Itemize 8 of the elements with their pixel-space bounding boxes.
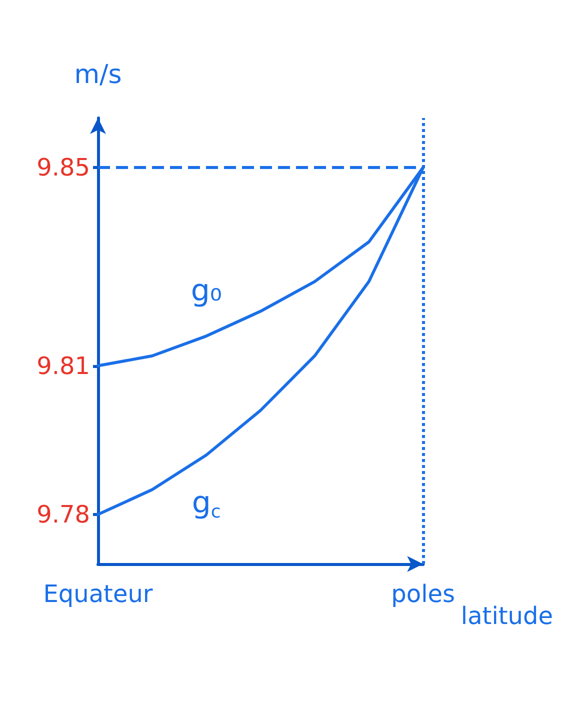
y-tick-label: 9.78 (36, 500, 90, 528)
x-axis-title: latitude (460, 602, 554, 630)
y-tick-label: 9.85 (36, 154, 90, 182)
series-label: g₀ (190, 274, 222, 309)
y-axis-title: m/s (74, 60, 122, 90)
x-tick-label: Equateur (43, 580, 153, 608)
x-tick-label: poles (391, 580, 456, 608)
y-tick-label: 9.81 (36, 352, 90, 380)
